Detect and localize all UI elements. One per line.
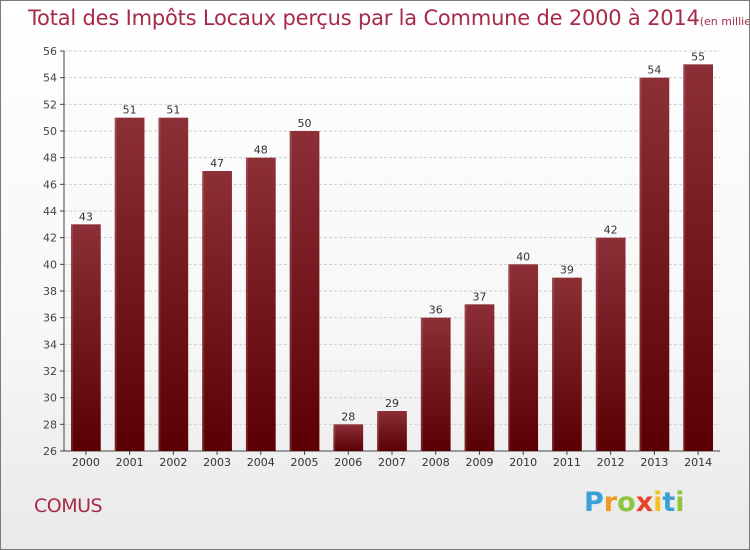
chart-title-unit: (en milliers d'€) bbox=[699, 15, 750, 28]
bar-highlight bbox=[114, 117, 117, 452]
bar bbox=[464, 304, 495, 451]
y-tick-label: 26 bbox=[43, 445, 57, 458]
x-tick-label: 2010 bbox=[509, 456, 537, 469]
bar-highlight bbox=[639, 77, 642, 452]
y-tick-label: 44 bbox=[43, 205, 57, 218]
x-tick-label: 2007 bbox=[378, 456, 406, 469]
data-label: 42 bbox=[604, 224, 618, 237]
bar bbox=[333, 424, 364, 451]
bar bbox=[70, 224, 101, 451]
bar-highlight bbox=[420, 317, 423, 451]
bar-highlight bbox=[333, 424, 336, 451]
logo-letter: r bbox=[603, 487, 618, 518]
y-tick-label: 40 bbox=[43, 258, 57, 271]
data-label: 40 bbox=[516, 250, 530, 263]
data-label: 28 bbox=[341, 410, 355, 423]
bar-highlight bbox=[552, 277, 555, 451]
bar bbox=[202, 171, 232, 451]
data-label: 48 bbox=[254, 144, 268, 157]
data-label: 39 bbox=[560, 264, 574, 277]
bar bbox=[245, 157, 276, 451]
data-label: 29 bbox=[385, 397, 399, 410]
y-tick-label: 32 bbox=[43, 365, 57, 378]
x-tick-label: 2011 bbox=[553, 456, 581, 469]
bar bbox=[683, 64, 714, 452]
x-tick-label: 2009 bbox=[465, 456, 493, 469]
logo-letter: o bbox=[617, 487, 636, 518]
bar-highlight bbox=[464, 304, 467, 451]
bar-highlight bbox=[508, 264, 511, 451]
data-label: 54 bbox=[647, 64, 661, 77]
x-tick-label: 2001 bbox=[116, 456, 144, 469]
bar bbox=[420, 317, 451, 451]
y-tick-label: 30 bbox=[43, 392, 57, 405]
y-tick-label: 52 bbox=[43, 98, 57, 111]
y-tick-label: 48 bbox=[43, 152, 57, 165]
x-tick-label: 2008 bbox=[422, 456, 450, 469]
y-tick-label: 38 bbox=[43, 285, 57, 298]
y-tick-labels: 26 28 30 32 34 36 38 40 42 44 46 48 50 52 54 56 bbox=[43, 45, 57, 458]
x-tick-labels: 2000 2001 2002 2003 2004 2005 2006 2007 2008 2009… bbox=[72, 456, 712, 469]
y-tick-label: 46 bbox=[43, 178, 57, 191]
x-tick-label: 2005 bbox=[291, 456, 319, 469]
data-label: 51 bbox=[123, 104, 137, 117]
x-tick-label: 2014 bbox=[684, 456, 712, 469]
bar-highlight bbox=[377, 411, 380, 451]
bar bbox=[377, 411, 407, 451]
x-tick-label: 2003 bbox=[203, 456, 231, 469]
y-tick-label: 42 bbox=[43, 232, 57, 245]
bar-highlight bbox=[70, 224, 73, 451]
logo-letter: P bbox=[584, 487, 604, 518]
bar bbox=[158, 117, 189, 452]
bar-highlight bbox=[202, 171, 205, 451]
x-tick-label: 2004 bbox=[247, 456, 275, 469]
bar bbox=[289, 131, 320, 451]
bar-highlight bbox=[158, 117, 161, 452]
chart-title-text: Total des Impôts Locaux perçus par la Co… bbox=[28, 6, 700, 30]
data-label: 51 bbox=[166, 104, 180, 117]
data-label: 37 bbox=[472, 290, 486, 303]
data-labels: 43 51 51 47 48 50 28 29 36 37 40 39 42 54 55 bbox=[79, 50, 705, 423]
logo-letter: i bbox=[675, 487, 685, 518]
x-tick-label: 2013 bbox=[640, 456, 668, 469]
data-label: 50 bbox=[298, 117, 312, 130]
y-tick-label: 36 bbox=[43, 312, 57, 325]
chart-title: Total des Impôts Locaux perçus par la Co… bbox=[28, 6, 750, 30]
bar bbox=[114, 117, 145, 452]
x-tick-label: 2006 bbox=[334, 456, 362, 469]
data-label: 47 bbox=[210, 157, 224, 170]
x-tick-label: 2002 bbox=[159, 456, 187, 469]
bar-highlight bbox=[245, 157, 248, 451]
y-tick-label: 54 bbox=[43, 72, 57, 85]
commune-name: COMUS bbox=[34, 495, 103, 517]
bars bbox=[70, 64, 714, 452]
y-tick-label: 34 bbox=[43, 338, 57, 351]
x-tick-label: 2000 bbox=[72, 456, 100, 469]
y-tick-label: 50 bbox=[43, 125, 57, 138]
bar bbox=[595, 237, 626, 451]
bar-highlight bbox=[289, 131, 292, 451]
bar bbox=[639, 77, 670, 452]
logo-letter: t bbox=[662, 487, 676, 518]
proxiti-logo: Proxiti bbox=[584, 487, 685, 518]
data-label: 43 bbox=[79, 210, 93, 223]
data-label: 55 bbox=[691, 50, 705, 63]
y-tick-label: 56 bbox=[43, 45, 57, 58]
bar-highlight bbox=[683, 64, 686, 452]
bar bbox=[552, 277, 582, 451]
bar bbox=[508, 264, 539, 451]
logo-letter: i bbox=[653, 487, 663, 518]
bar-highlight bbox=[595, 237, 598, 451]
x-tick-label: 2012 bbox=[597, 456, 625, 469]
data-label: 36 bbox=[429, 304, 443, 317]
y-tick-label: 28 bbox=[43, 418, 57, 431]
logo-letter: x bbox=[635, 487, 654, 518]
